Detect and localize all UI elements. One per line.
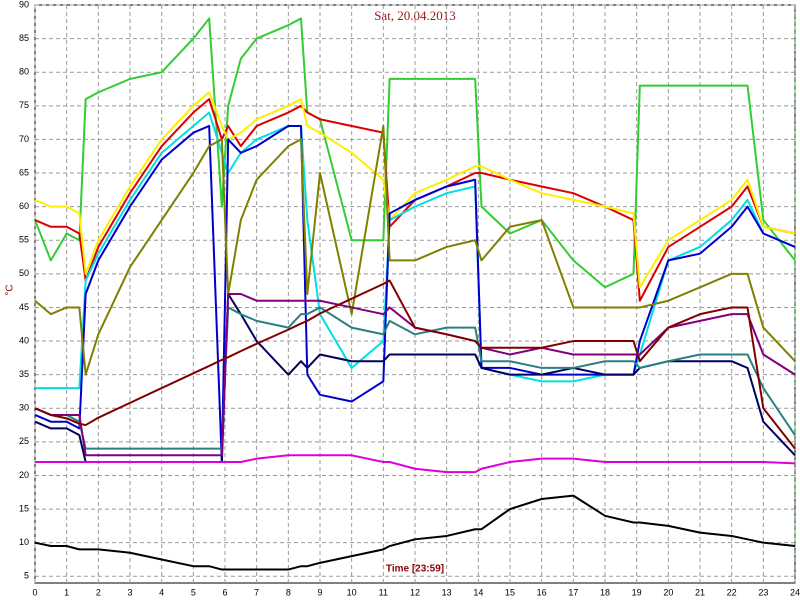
y-tick-label: 20 (19, 470, 29, 480)
x-tick-label: 24 (790, 587, 800, 597)
x-tick-label: 18 (600, 587, 610, 597)
series-line (34, 494, 796, 571)
y-tick-label: 85 (19, 33, 29, 43)
series-line (34, 124, 796, 376)
y-tick-label: 60 (19, 201, 29, 211)
y-tick-label: 75 (19, 100, 29, 110)
x-axis-label: Time [23:59] (386, 564, 444, 575)
x-tick-label: 2 (96, 587, 101, 597)
x-tick-label: 3 (127, 587, 132, 597)
x-tick-label: 15 (505, 587, 515, 597)
x-tick-label: 10 (347, 587, 357, 597)
x-tick-label: 0 (32, 587, 37, 597)
y-tick-label: 10 (19, 537, 29, 547)
y-tick-label: 40 (19, 335, 29, 345)
x-tick-label: 13 (442, 587, 452, 597)
series-line (34, 17, 796, 289)
y-tick-label: 5 (24, 571, 29, 581)
series-line (34, 98, 796, 302)
y-tick-label: 70 (19, 134, 29, 144)
y-tick-label: 15 (19, 503, 29, 513)
x-tick-label: 14 (473, 587, 483, 597)
y-axis-label: °C (5, 284, 16, 295)
x-tick-label: 12 (410, 587, 420, 597)
x-tick-label: 8 (286, 587, 291, 597)
x-tick-label: 11 (379, 587, 388, 597)
x-tick-label: 5 (191, 587, 196, 597)
x-tick-label: 20 (663, 587, 673, 597)
series-line (34, 91, 796, 289)
x-tick-label: 1 (64, 587, 69, 597)
x-tick-label: 21 (695, 587, 705, 597)
x-tick-label: 4 (159, 587, 164, 597)
x-tick-label: 17 (568, 587, 578, 597)
series-line (34, 124, 796, 464)
y-tick-label: 55 (19, 235, 29, 245)
series-line (35, 454, 796, 474)
x-tick-label: 19 (632, 587, 642, 597)
x-tick-label: 23 (758, 587, 768, 597)
y-tick-label: 25 (19, 436, 29, 446)
series-line (34, 279, 796, 450)
x-tick-label: 6 (222, 587, 227, 597)
x-tick-label: 7 (254, 587, 259, 597)
series-line (34, 306, 796, 450)
y-tick-label: 90 (19, 0, 29, 9)
y-tick-label: 65 (19, 167, 29, 177)
y-tick-label: 50 (19, 268, 29, 278)
x-tick-label: 16 (537, 587, 547, 597)
x-tick-label: 9 (317, 587, 322, 597)
y-tick-label: 30 (19, 403, 29, 413)
y-tick-label: 45 (19, 302, 29, 312)
series-line (34, 293, 796, 457)
x-tick-label: 22 (727, 587, 737, 597)
y-tick-label: 80 (19, 67, 29, 77)
y-tick-label: 35 (19, 369, 29, 379)
